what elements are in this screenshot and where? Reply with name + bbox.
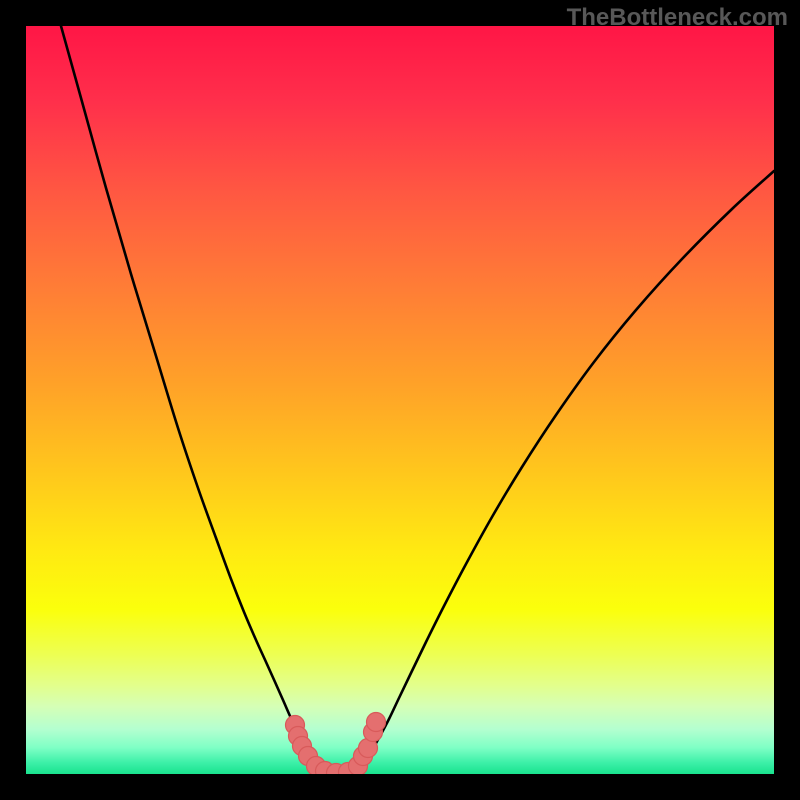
chart-frame: [0, 0, 800, 800]
chart-svg: [0, 0, 800, 800]
data-marker: [367, 713, 386, 732]
watermark-text: TheBottleneck.com: [567, 4, 788, 32]
plot-background: [26, 26, 774, 774]
